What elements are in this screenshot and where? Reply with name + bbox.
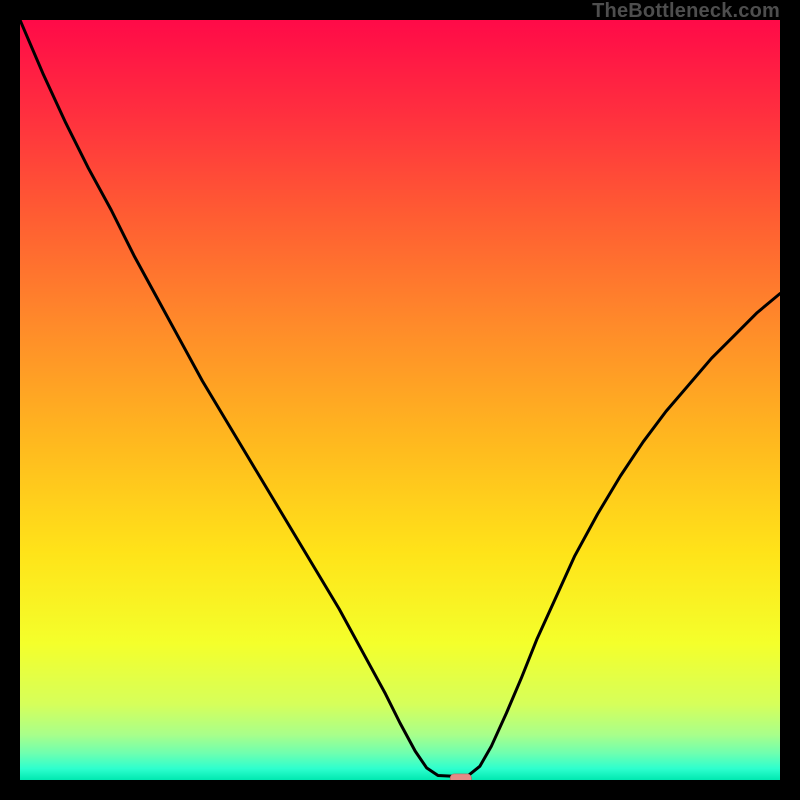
bottleneck-chart: [20, 20, 780, 780]
outer-frame: TheBottleneck.com: [0, 0, 800, 800]
optimum-marker: [450, 774, 471, 780]
chart-container: [20, 20, 780, 780]
gradient-background: [20, 20, 780, 780]
watermark-text: TheBottleneck.com: [592, 0, 780, 23]
